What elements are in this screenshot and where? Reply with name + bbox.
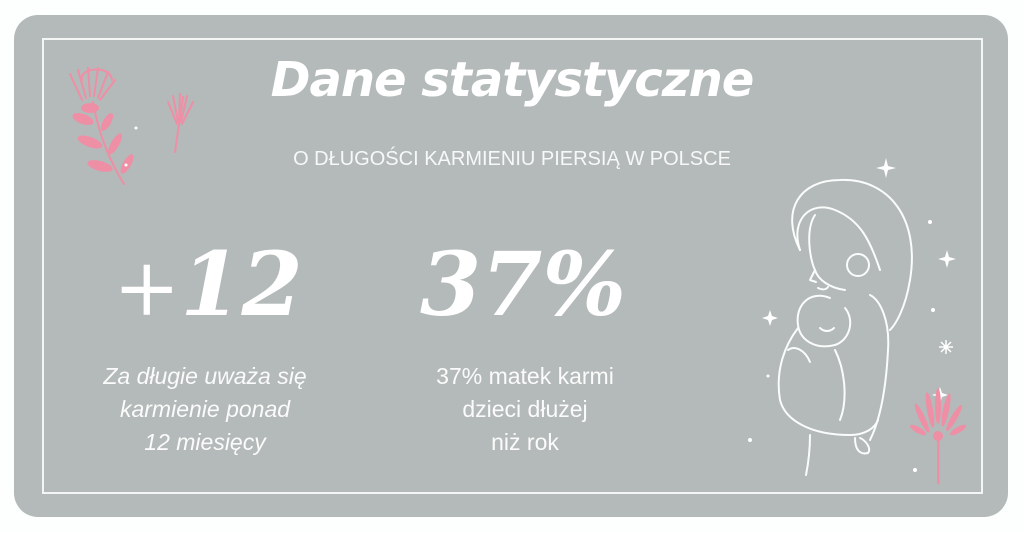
- mother-baby-illustration: [748, 158, 956, 476]
- stat-value-prefix: +: [113, 241, 181, 334]
- pink-flower-sprig-icon: [69, 67, 194, 185]
- stat-value: +12: [108, 240, 308, 328]
- stat-description-line: karmienie ponad: [119, 396, 291, 422]
- page-title: Dane statystyczne: [270, 52, 755, 108]
- stat-description-line: dzieci dłużej: [462, 396, 588, 422]
- stat-description: 37% matek karmi dzieci dłużej niż rok: [395, 360, 655, 459]
- page-subtitle: O DŁUGOŚCI KARMIENIU PIERSIĄ W POLSCE: [293, 148, 731, 170]
- inner-border-frame: [42, 38, 983, 494]
- stat-description-line: 12 miesięcy: [144, 429, 266, 455]
- stat-description-line: Za długie uważa się: [103, 363, 307, 389]
- stat-value-number: 12: [180, 232, 303, 336]
- stat-description: Za długie uważa się karmienie ponad 12 m…: [75, 360, 335, 459]
- pink-flower-icon: [910, 388, 966, 484]
- stat-description-line: 37% matek karmi: [436, 363, 614, 389]
- stat-value: 37%: [420, 232, 627, 336]
- stat-description-line: niż rok: [491, 429, 559, 455]
